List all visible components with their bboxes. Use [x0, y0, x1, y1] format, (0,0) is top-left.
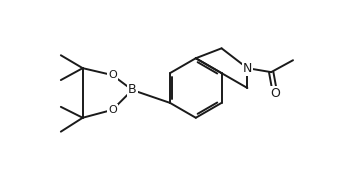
Text: O: O	[270, 87, 280, 100]
Text: O: O	[108, 70, 117, 80]
Text: B: B	[128, 83, 137, 96]
Text: N: N	[243, 62, 252, 75]
Text: O: O	[108, 105, 117, 115]
